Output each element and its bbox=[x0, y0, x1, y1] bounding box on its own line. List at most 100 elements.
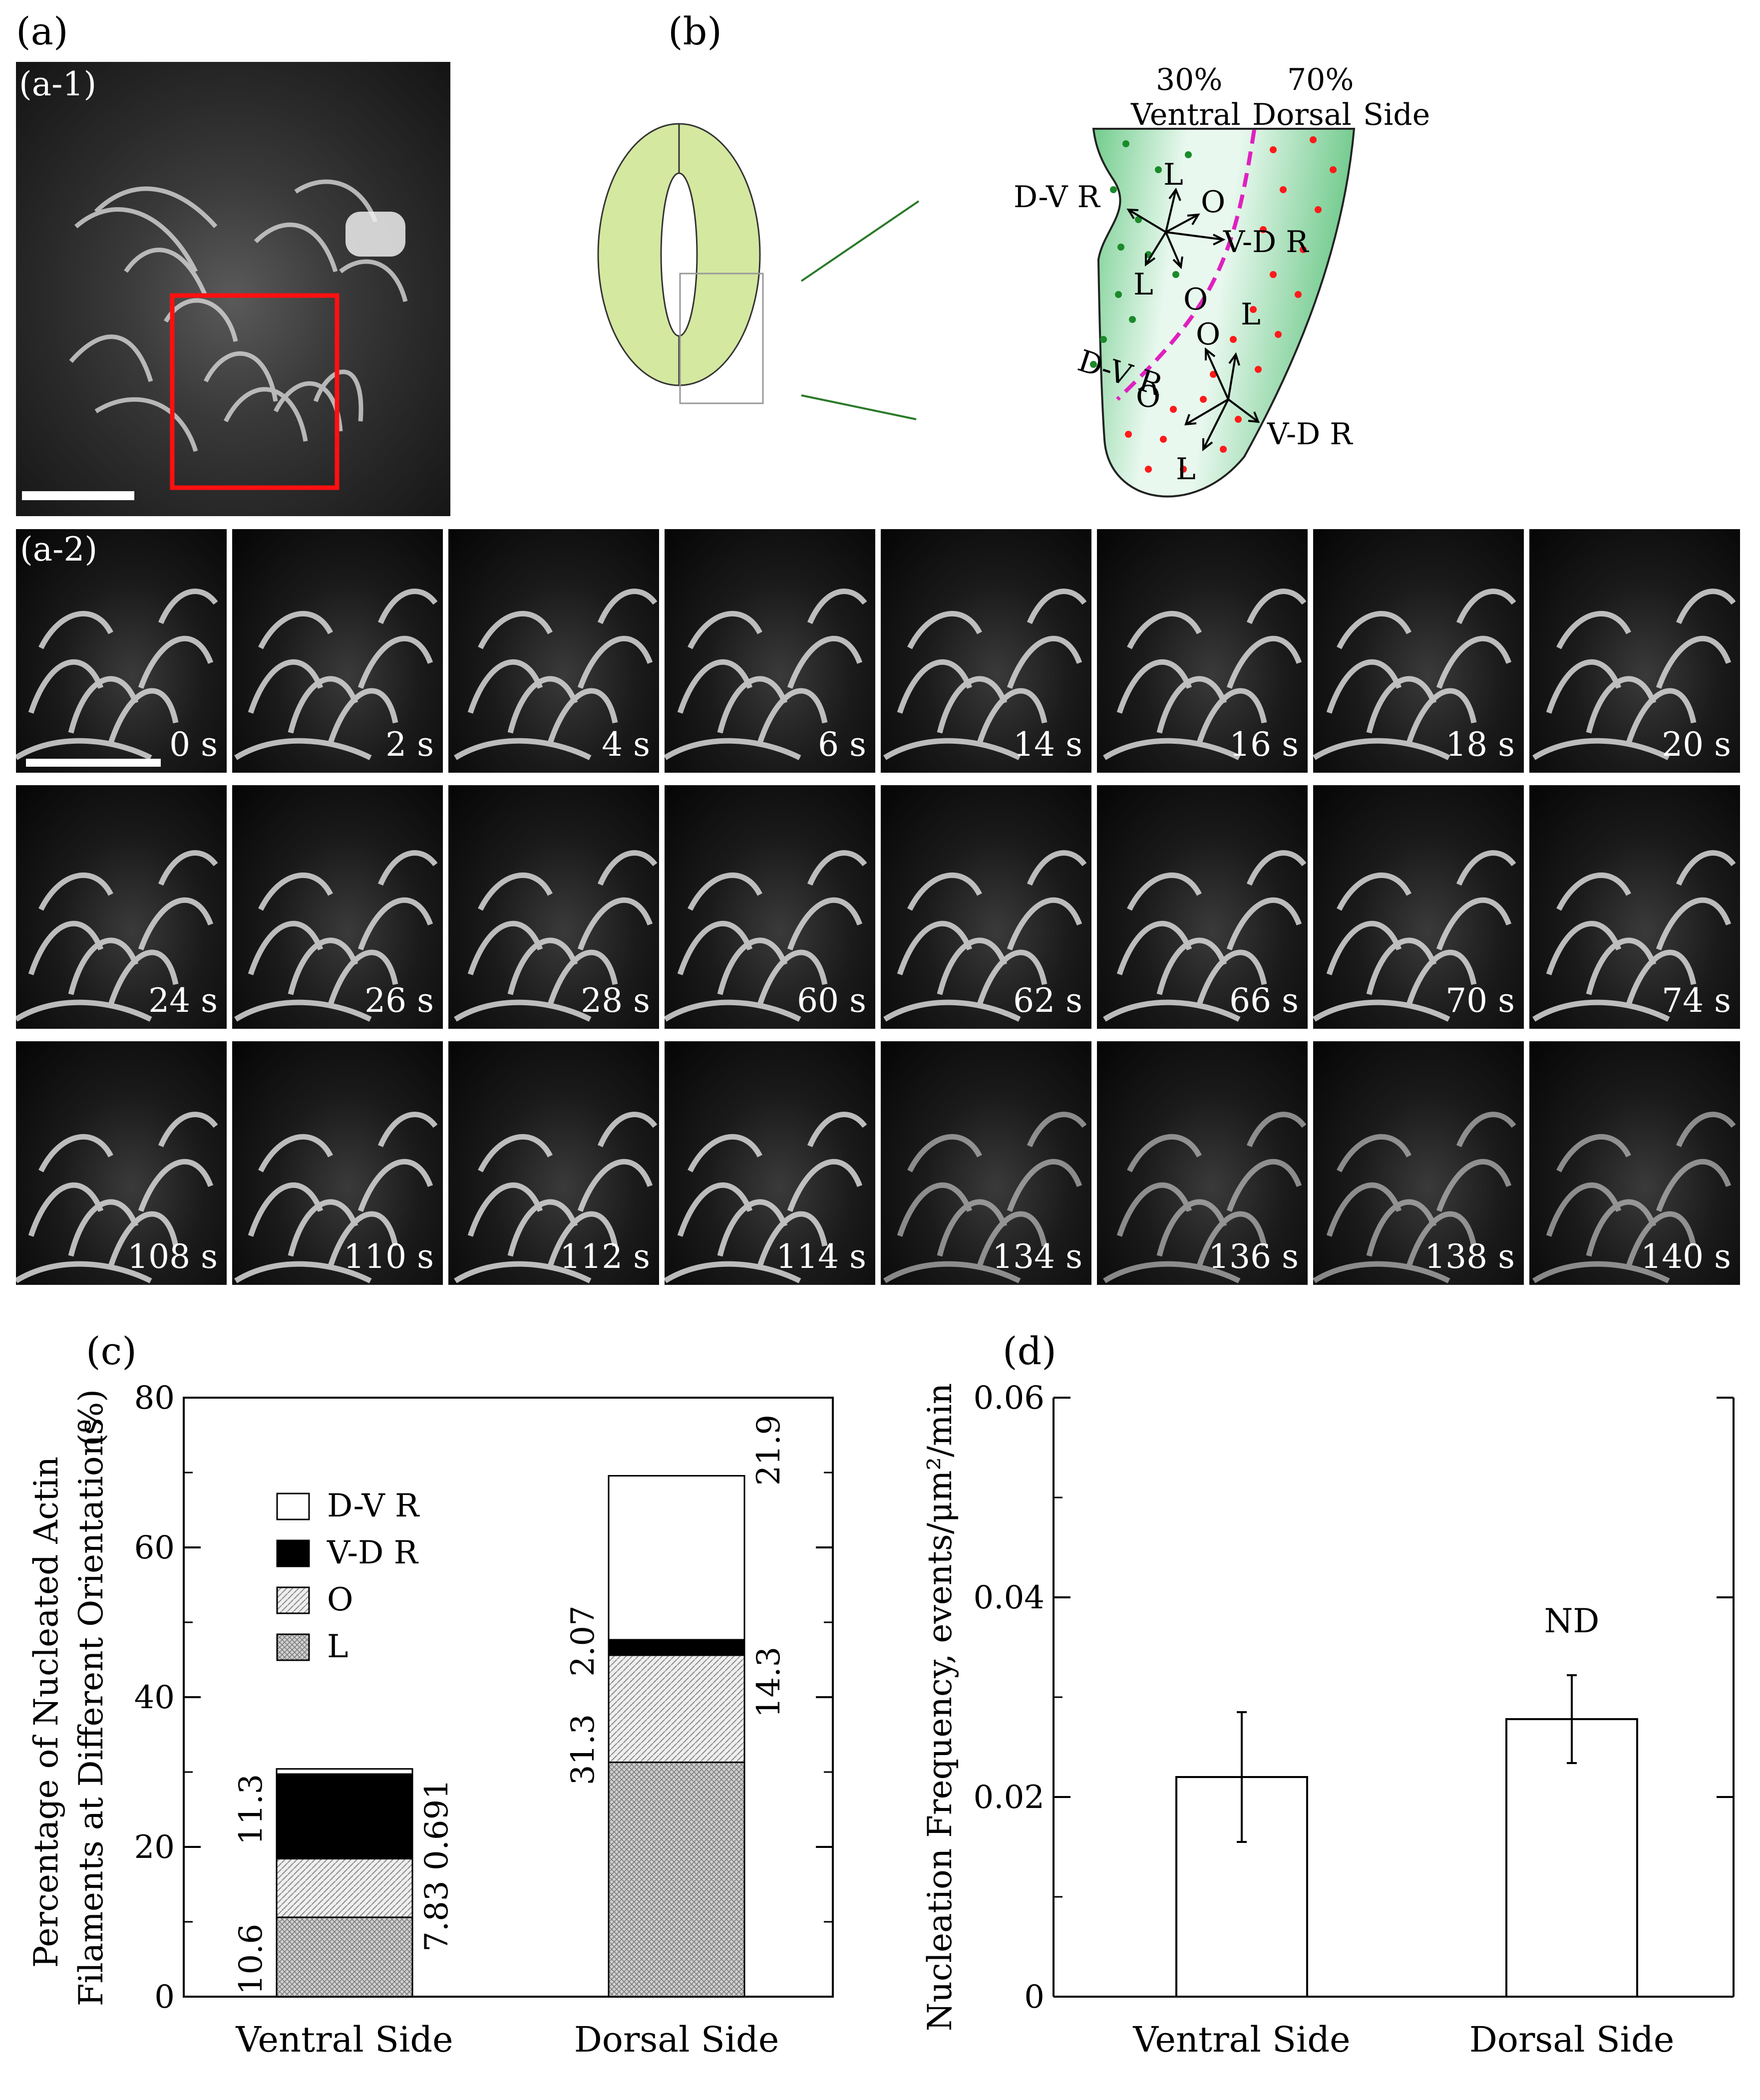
filament bbox=[907, 610, 982, 649]
nd-annotation: ND bbox=[1544, 1602, 1600, 1640]
pct-dorsal: 70% bbox=[1287, 62, 1354, 97]
frame-time-label: 4 s bbox=[602, 725, 650, 764]
filament-group bbox=[1103, 589, 1307, 760]
filament bbox=[1246, 589, 1307, 624]
frame-time-label: 24 s bbox=[148, 981, 218, 1020]
filament bbox=[717, 676, 788, 734]
filament bbox=[1156, 937, 1227, 995]
bar-value-label: 31.3 bbox=[565, 1714, 602, 1786]
frame-filaments bbox=[234, 850, 438, 1022]
filament bbox=[1326, 920, 1402, 975]
boundary-line bbox=[1116, 129, 1256, 401]
y-axis-label: Nucleation Frequency, events/μm²/min bbox=[921, 1383, 959, 2032]
filament bbox=[1196, 688, 1267, 744]
filament bbox=[1436, 1159, 1512, 1212]
filament bbox=[1556, 1134, 1631, 1173]
filament bbox=[1196, 949, 1267, 1005]
frame-tile: 138 s bbox=[1313, 1041, 1524, 1285]
filament bbox=[1586, 937, 1657, 995]
filament bbox=[1546, 1182, 1622, 1237]
frame-tile: 28 s bbox=[448, 785, 659, 1029]
bar-segment bbox=[276, 1858, 413, 1918]
filament-group bbox=[1313, 589, 1516, 760]
subpanel-a2-label: (a-2) bbox=[20, 530, 98, 569]
frame-time-label: 18 s bbox=[1445, 725, 1515, 764]
frame-time-label: 112 s bbox=[560, 1237, 650, 1276]
filament bbox=[1532, 738, 1670, 760]
filament bbox=[1626, 688, 1697, 744]
filament bbox=[807, 589, 867, 624]
filament bbox=[897, 1182, 973, 1237]
filament bbox=[258, 610, 333, 649]
label-ventral: Ventral bbox=[1130, 97, 1241, 132]
filament bbox=[1546, 920, 1622, 975]
filament bbox=[478, 610, 553, 649]
arrow-label-l-3: L bbox=[1241, 297, 1261, 332]
filament-group bbox=[454, 1112, 658, 1283]
frame-tile: 16 s bbox=[1097, 529, 1308, 773]
frame-time-label: 110 s bbox=[344, 1237, 434, 1276]
frame-filaments bbox=[665, 850, 867, 1022]
chart-d: 0 0.02 0.04 0.06 Nucleation Frequency, event… bbox=[921, 1380, 1735, 2060]
arrow-label-o-4: O bbox=[1136, 379, 1160, 414]
filament bbox=[38, 610, 113, 649]
frame-filaments bbox=[883, 850, 1087, 1022]
filament bbox=[1313, 999, 1450, 1022]
filament-group bbox=[454, 850, 658, 1022]
filament bbox=[507, 676, 578, 734]
frame-filaments bbox=[16, 589, 218, 760]
filament bbox=[377, 1112, 438, 1148]
pct-ventral: 30% bbox=[1156, 62, 1222, 97]
bar-value-label: 11.3 bbox=[233, 1774, 270, 1845]
filament bbox=[787, 635, 863, 689]
filament-group bbox=[883, 589, 1087, 760]
filament bbox=[28, 920, 104, 975]
filament bbox=[158, 850, 218, 886]
frame-tile: 60 s bbox=[665, 785, 875, 1029]
filament bbox=[1676, 850, 1736, 886]
filament bbox=[1406, 949, 1477, 1005]
bar-value-label: 7.83 0.691 bbox=[418, 1779, 455, 1952]
filament bbox=[1116, 1182, 1192, 1237]
filament bbox=[1246, 1112, 1307, 1148]
filament bbox=[547, 949, 618, 1005]
legend-label: L bbox=[327, 1628, 349, 1665]
filament bbox=[665, 738, 801, 760]
filament bbox=[258, 1134, 333, 1173]
filament bbox=[138, 635, 214, 689]
arrow-label-vdr-2: V-D R bbox=[1267, 417, 1353, 452]
filament bbox=[883, 738, 1021, 760]
y-tick-label: 0 bbox=[154, 1979, 175, 2016]
filament bbox=[328, 949, 398, 1005]
frame-tile: 66 s bbox=[1097, 785, 1308, 1029]
arrow-label-o: O bbox=[1201, 185, 1225, 220]
panel-a-label: (a) bbox=[16, 9, 68, 53]
frame-tile: 136 s bbox=[1097, 1041, 1308, 1285]
filament bbox=[1676, 1112, 1736, 1148]
frame-time-label: 16 s bbox=[1229, 725, 1299, 764]
panel-c-label: (c) bbox=[86, 1329, 137, 1373]
frame-filaments bbox=[883, 1112, 1087, 1283]
filament-group bbox=[1532, 1112, 1736, 1283]
arrow-label-l-2: L bbox=[1133, 267, 1153, 302]
bar-segment bbox=[276, 1768, 413, 1775]
filament bbox=[1436, 635, 1512, 689]
filament bbox=[937, 676, 1008, 734]
filament bbox=[258, 872, 333, 911]
frame-time-label: 0 s bbox=[169, 725, 218, 764]
y-axis-label-line1: Percentage of Nucleated Actin bbox=[27, 1457, 65, 1968]
frame-time-label: 70 s bbox=[1445, 981, 1515, 1020]
frame-time-label: 108 s bbox=[127, 1237, 218, 1276]
filament bbox=[597, 1112, 658, 1148]
bar-segment bbox=[276, 1916, 413, 1998]
filament-group bbox=[665, 589, 867, 760]
frame-filaments bbox=[665, 589, 867, 760]
frame-tile: 0 s bbox=[16, 529, 227, 773]
filament bbox=[1626, 1211, 1697, 1267]
filament bbox=[977, 688, 1048, 744]
filament bbox=[807, 850, 867, 886]
y-tick-label: 0.06 bbox=[974, 1380, 1045, 1417]
y-tick-label: 20 bbox=[134, 1829, 175, 1866]
filament bbox=[1676, 589, 1736, 624]
filament bbox=[665, 999, 801, 1022]
